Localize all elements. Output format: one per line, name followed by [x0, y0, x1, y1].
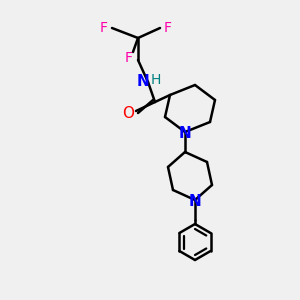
Text: F: F — [100, 21, 108, 35]
Text: O: O — [122, 106, 134, 122]
Text: F: F — [125, 51, 133, 65]
Text: N: N — [178, 127, 191, 142]
Text: F: F — [164, 21, 172, 35]
Text: N: N — [189, 194, 201, 209]
Text: N: N — [136, 74, 149, 89]
Text: H: H — [151, 73, 161, 87]
